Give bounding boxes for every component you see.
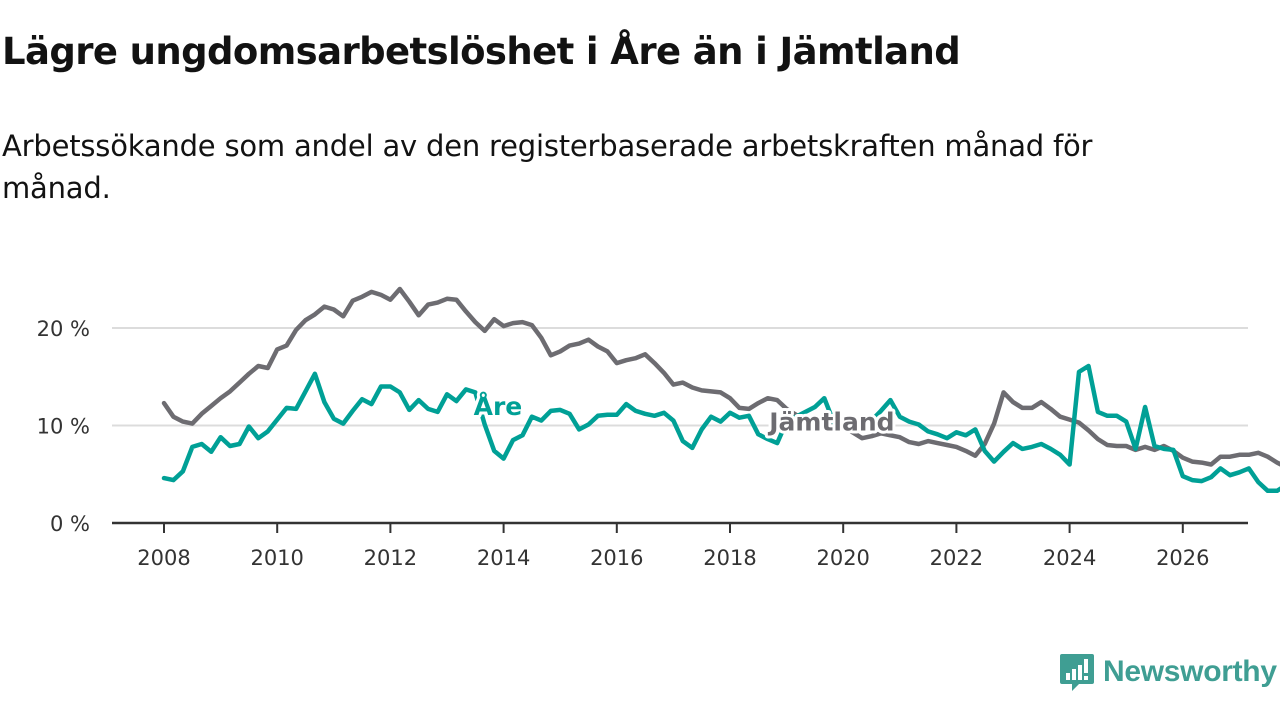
x-tick-label: 2014: [477, 546, 530, 570]
series-lines: [161, 286, 1280, 494]
x-tick-label: 2024: [1043, 546, 1096, 570]
x-tick-label: 2022: [930, 546, 983, 570]
series-line-re: [161, 363, 1280, 494]
newsworthy-logo-icon: [1060, 654, 1094, 691]
y-tick-label: 10 %: [37, 415, 90, 439]
x-tick-label: 2018: [703, 546, 756, 570]
x-tick-label: 2010: [250, 546, 303, 570]
gridlines: [112, 327, 1248, 427]
x-tick-label: 2016: [590, 546, 643, 570]
y-tick-label: 20 %: [37, 317, 90, 341]
series-label: Åre: [474, 392, 523, 421]
x-tick-label: 2008: [137, 546, 190, 570]
series-label: Jämtland: [767, 407, 894, 436]
x-tick-label: 2012: [364, 546, 417, 570]
newsworthy-logo-text: Newsworthy: [1103, 655, 1277, 688]
y-axis-ticks: 0 % 10 % 20 %: [37, 317, 90, 536]
x-tick-label: 2026: [1156, 546, 1209, 570]
y-tick-label: 0 %: [50, 512, 90, 536]
newsworthy-logo[interactable]: Newsworthy: [1059, 652, 1277, 692]
x-axis: 2008 2010 2012 2014 2016 2018 2020 2022 2024 2026: [112, 521, 1248, 570]
chart-subtitle: Arbetssökande som andel av den registerb…: [2, 129, 1093, 205]
series-labels: Åre Jämtland: [471, 389, 898, 440]
x-tick-label: 2020: [816, 546, 869, 570]
series-line-jmtland: [161, 286, 1280, 467]
chart-title: Lägre ungdomsarbetslöshet i Åre än i Jäm…: [2, 30, 961, 73]
